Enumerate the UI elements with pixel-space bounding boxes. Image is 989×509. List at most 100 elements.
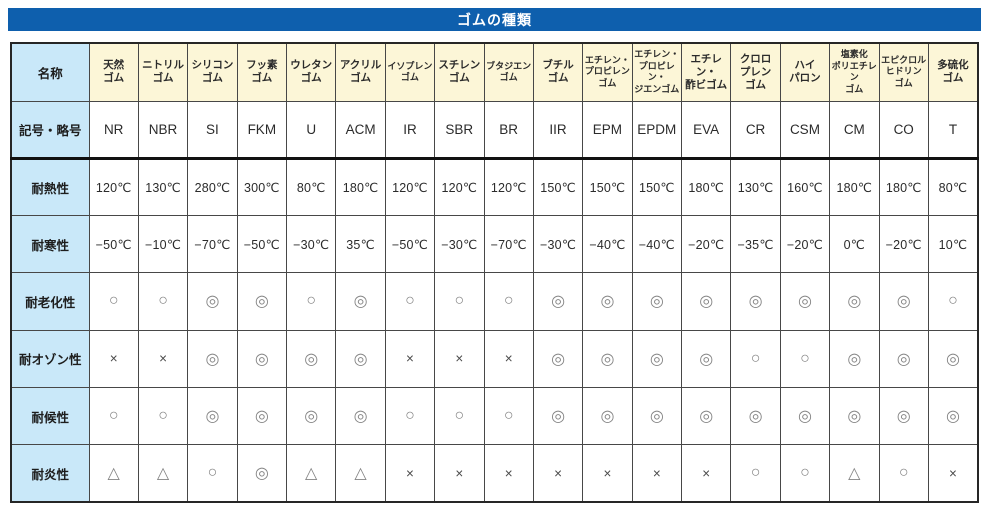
cell-aging-resistance-fluoro: ◎ — [236, 272, 288, 331]
cell-heat-resistance-fluoro: 300℃ — [236, 157, 288, 217]
row-label-weather-resistance: 耐候性 — [10, 386, 90, 446]
cell-weather-resistance-styrene: ○ — [434, 386, 485, 446]
cell-heat-resistance-epm: 150℃ — [582, 157, 633, 217]
cell-ozone-resistance-natural: × — [88, 329, 139, 388]
cell-ozone-resistance-silicone: ◎ — [187, 329, 238, 388]
cell-weather-resistance-butyl: ◎ — [532, 386, 584, 446]
table-row-heat-resistance: 耐熱性 120℃ 130℃ 280℃ 300℃ 80℃ 180℃ 120℃ 120℃ 120℃ 15… — [10, 157, 979, 217]
cell-weather-resistance-epm: ◎ — [582, 386, 633, 446]
cell-flame-resistance-acrylic: △ — [335, 444, 386, 503]
cell-cold-resistance-epm: −40℃ — [582, 215, 633, 274]
column-header-epdm: エチレン・ プロピレン・ ジエンゴム — [631, 42, 683, 102]
row-label-code: 記号・略号 — [10, 100, 90, 160]
cell-heat-resistance-hypalon: 160℃ — [779, 157, 831, 217]
cell-code-epichlorohydrin: CO — [878, 100, 929, 160]
cell-cold-resistance-polysulfide: 10℃ — [927, 215, 979, 274]
cell-ozone-resistance-urethane: ◎ — [285, 329, 337, 388]
cell-cold-resistance-butyl: −30℃ — [532, 215, 584, 274]
cell-aging-resistance-eva: ◎ — [680, 272, 732, 331]
cell-code-silicone: SI — [187, 100, 238, 160]
cell-ozone-resistance-butadiene: × — [483, 329, 534, 388]
column-header-epichlorohydrin: エピクロル ヒドリン ゴム — [878, 42, 929, 102]
cell-ozone-resistance-epm: ◎ — [582, 329, 633, 388]
cell-cold-resistance-silicone: −70℃ — [187, 215, 238, 274]
cell-cold-resistance-natural: −50℃ — [88, 215, 139, 274]
cell-heat-resistance-urethane: 80℃ — [285, 157, 337, 217]
row-label-heat-resistance: 耐熱性 — [10, 157, 90, 217]
cell-weather-resistance-polysulfide: ◎ — [927, 386, 979, 446]
cell-heat-resistance-eva: 180℃ — [680, 157, 732, 217]
column-header-chloroprene: クロロ プレン ゴム — [730, 42, 781, 102]
corner-label: 名称 — [10, 42, 90, 102]
cell-weather-resistance-chloroprene: ◎ — [730, 386, 781, 446]
cell-cold-resistance-chloroprene: −35℃ — [730, 215, 781, 274]
cell-heat-resistance-styrene: 120℃ — [434, 157, 485, 217]
cell-code-isoprene: IR — [384, 100, 436, 160]
cell-weather-resistance-acrylic: ◎ — [335, 386, 386, 446]
cell-flame-resistance-fluoro: ◎ — [236, 444, 288, 503]
row-label-aging-resistance: 耐老化性 — [10, 272, 90, 331]
cell-flame-resistance-urethane: △ — [285, 444, 337, 503]
cell-aging-resistance-epm: ◎ — [582, 272, 633, 331]
cell-heat-resistance-silicone: 280℃ — [187, 157, 238, 217]
cell-cold-resistance-isoprene: −50℃ — [384, 215, 436, 274]
cell-ozone-resistance-eva: ◎ — [680, 329, 732, 388]
cell-flame-resistance-styrene: × — [434, 444, 485, 503]
cell-flame-resistance-butyl: × — [532, 444, 584, 503]
cell-weather-resistance-epdm: ◎ — [631, 386, 683, 446]
cell-heat-resistance-chloroprene: 130℃ — [730, 157, 781, 217]
cell-cold-resistance-acrylic: 35℃ — [335, 215, 386, 274]
cell-ozone-resistance-chlorinated-pe: ◎ — [829, 329, 880, 388]
cell-cold-resistance-nitrile: −10℃ — [137, 215, 189, 274]
cell-aging-resistance-natural: ○ — [88, 272, 139, 331]
table-row-flame-resistance: 耐炎性 △ △ ○ ◎ △ △ × × × × × × × ○ ○ △ ○ × — [10, 444, 979, 503]
cell-aging-resistance-chlorinated-pe: ◎ — [829, 272, 880, 331]
column-header-butyl: ブチル ゴム — [532, 42, 584, 102]
column-header-natural: 天然 ゴム — [88, 42, 139, 102]
cell-heat-resistance-natural: 120℃ — [88, 157, 139, 217]
cell-aging-resistance-hypalon: ◎ — [779, 272, 831, 331]
cell-code-chloroprene: CR — [730, 100, 781, 160]
cell-ozone-resistance-styrene: × — [434, 329, 485, 388]
cell-aging-resistance-butyl: ◎ — [532, 272, 584, 331]
cell-weather-resistance-silicone: ◎ — [187, 386, 238, 446]
column-header-epm: エチレン・ プロピレン ゴム — [582, 42, 633, 102]
cell-heat-resistance-epdm: 150℃ — [631, 157, 683, 217]
column-header-hypalon: ハイ パロン — [779, 42, 831, 102]
cell-flame-resistance-silicone: ○ — [187, 444, 238, 503]
cell-code-butyl: IIR — [532, 100, 584, 160]
cell-aging-resistance-urethane: ○ — [285, 272, 337, 331]
cell-flame-resistance-nitrile: △ — [137, 444, 189, 503]
rubber-types-table: 名称 天然 ゴム ニトリル ゴム シリコン ゴム フッ素 ゴム ウレタン ゴム アクリル ゴム イソプレ… — [10, 42, 979, 503]
cell-code-chlorinated-pe: CM — [829, 100, 880, 160]
cell-cold-resistance-epichlorohydrin: −20℃ — [878, 215, 929, 274]
cell-flame-resistance-butadiene: × — [483, 444, 534, 503]
cell-code-urethane: U — [285, 100, 337, 160]
row-label-cold-resistance: 耐寒性 — [10, 215, 90, 274]
table-row-cold-resistance: 耐寒性 −50℃ −10℃ −70℃ −50℃ −30℃ 35℃ −50℃ −30℃ −70℃ −3… — [10, 215, 979, 274]
cell-aging-resistance-acrylic: ◎ — [335, 272, 386, 331]
cell-flame-resistance-chloroprene: ○ — [730, 444, 781, 503]
cell-cold-resistance-fluoro: −50℃ — [236, 215, 288, 274]
cell-code-styrene: SBR — [434, 100, 485, 160]
cell-aging-resistance-epdm: ◎ — [631, 272, 683, 331]
cell-code-fluoro: FKM — [236, 100, 288, 160]
table-row-aging-resistance: 耐老化性 ○ ○ ◎ ◎ ○ ◎ ○ ○ ○ ◎ ◎ ◎ ◎ ◎ ◎ ◎ ◎ ○ — [10, 272, 979, 331]
column-header-eva: エチレン・ 酢ビゴム — [680, 42, 732, 102]
column-header-nitrile: ニトリル ゴム — [137, 42, 189, 102]
cell-weather-resistance-eva: ◎ — [680, 386, 732, 446]
cell-flame-resistance-hypalon: ○ — [779, 444, 831, 503]
cell-code-polysulfide: T — [927, 100, 979, 160]
cell-cold-resistance-chlorinated-pe: 0℃ — [829, 215, 880, 274]
column-header-silicone: シリコン ゴム — [187, 42, 238, 102]
cell-ozone-resistance-nitrile: × — [137, 329, 189, 388]
cell-aging-resistance-isoprene: ○ — [384, 272, 436, 331]
cell-weather-resistance-epichlorohydrin: ◎ — [878, 386, 929, 446]
cell-ozone-resistance-polysulfide: ◎ — [927, 329, 979, 388]
cell-ozone-resistance-acrylic: ◎ — [335, 329, 386, 388]
cell-aging-resistance-silicone: ◎ — [187, 272, 238, 331]
cell-code-natural: NR — [88, 100, 139, 160]
column-header-isoprene: イソプレン ゴム — [384, 42, 436, 102]
cell-code-epm: EPM — [582, 100, 633, 160]
cell-weather-resistance-hypalon: ◎ — [779, 386, 831, 446]
